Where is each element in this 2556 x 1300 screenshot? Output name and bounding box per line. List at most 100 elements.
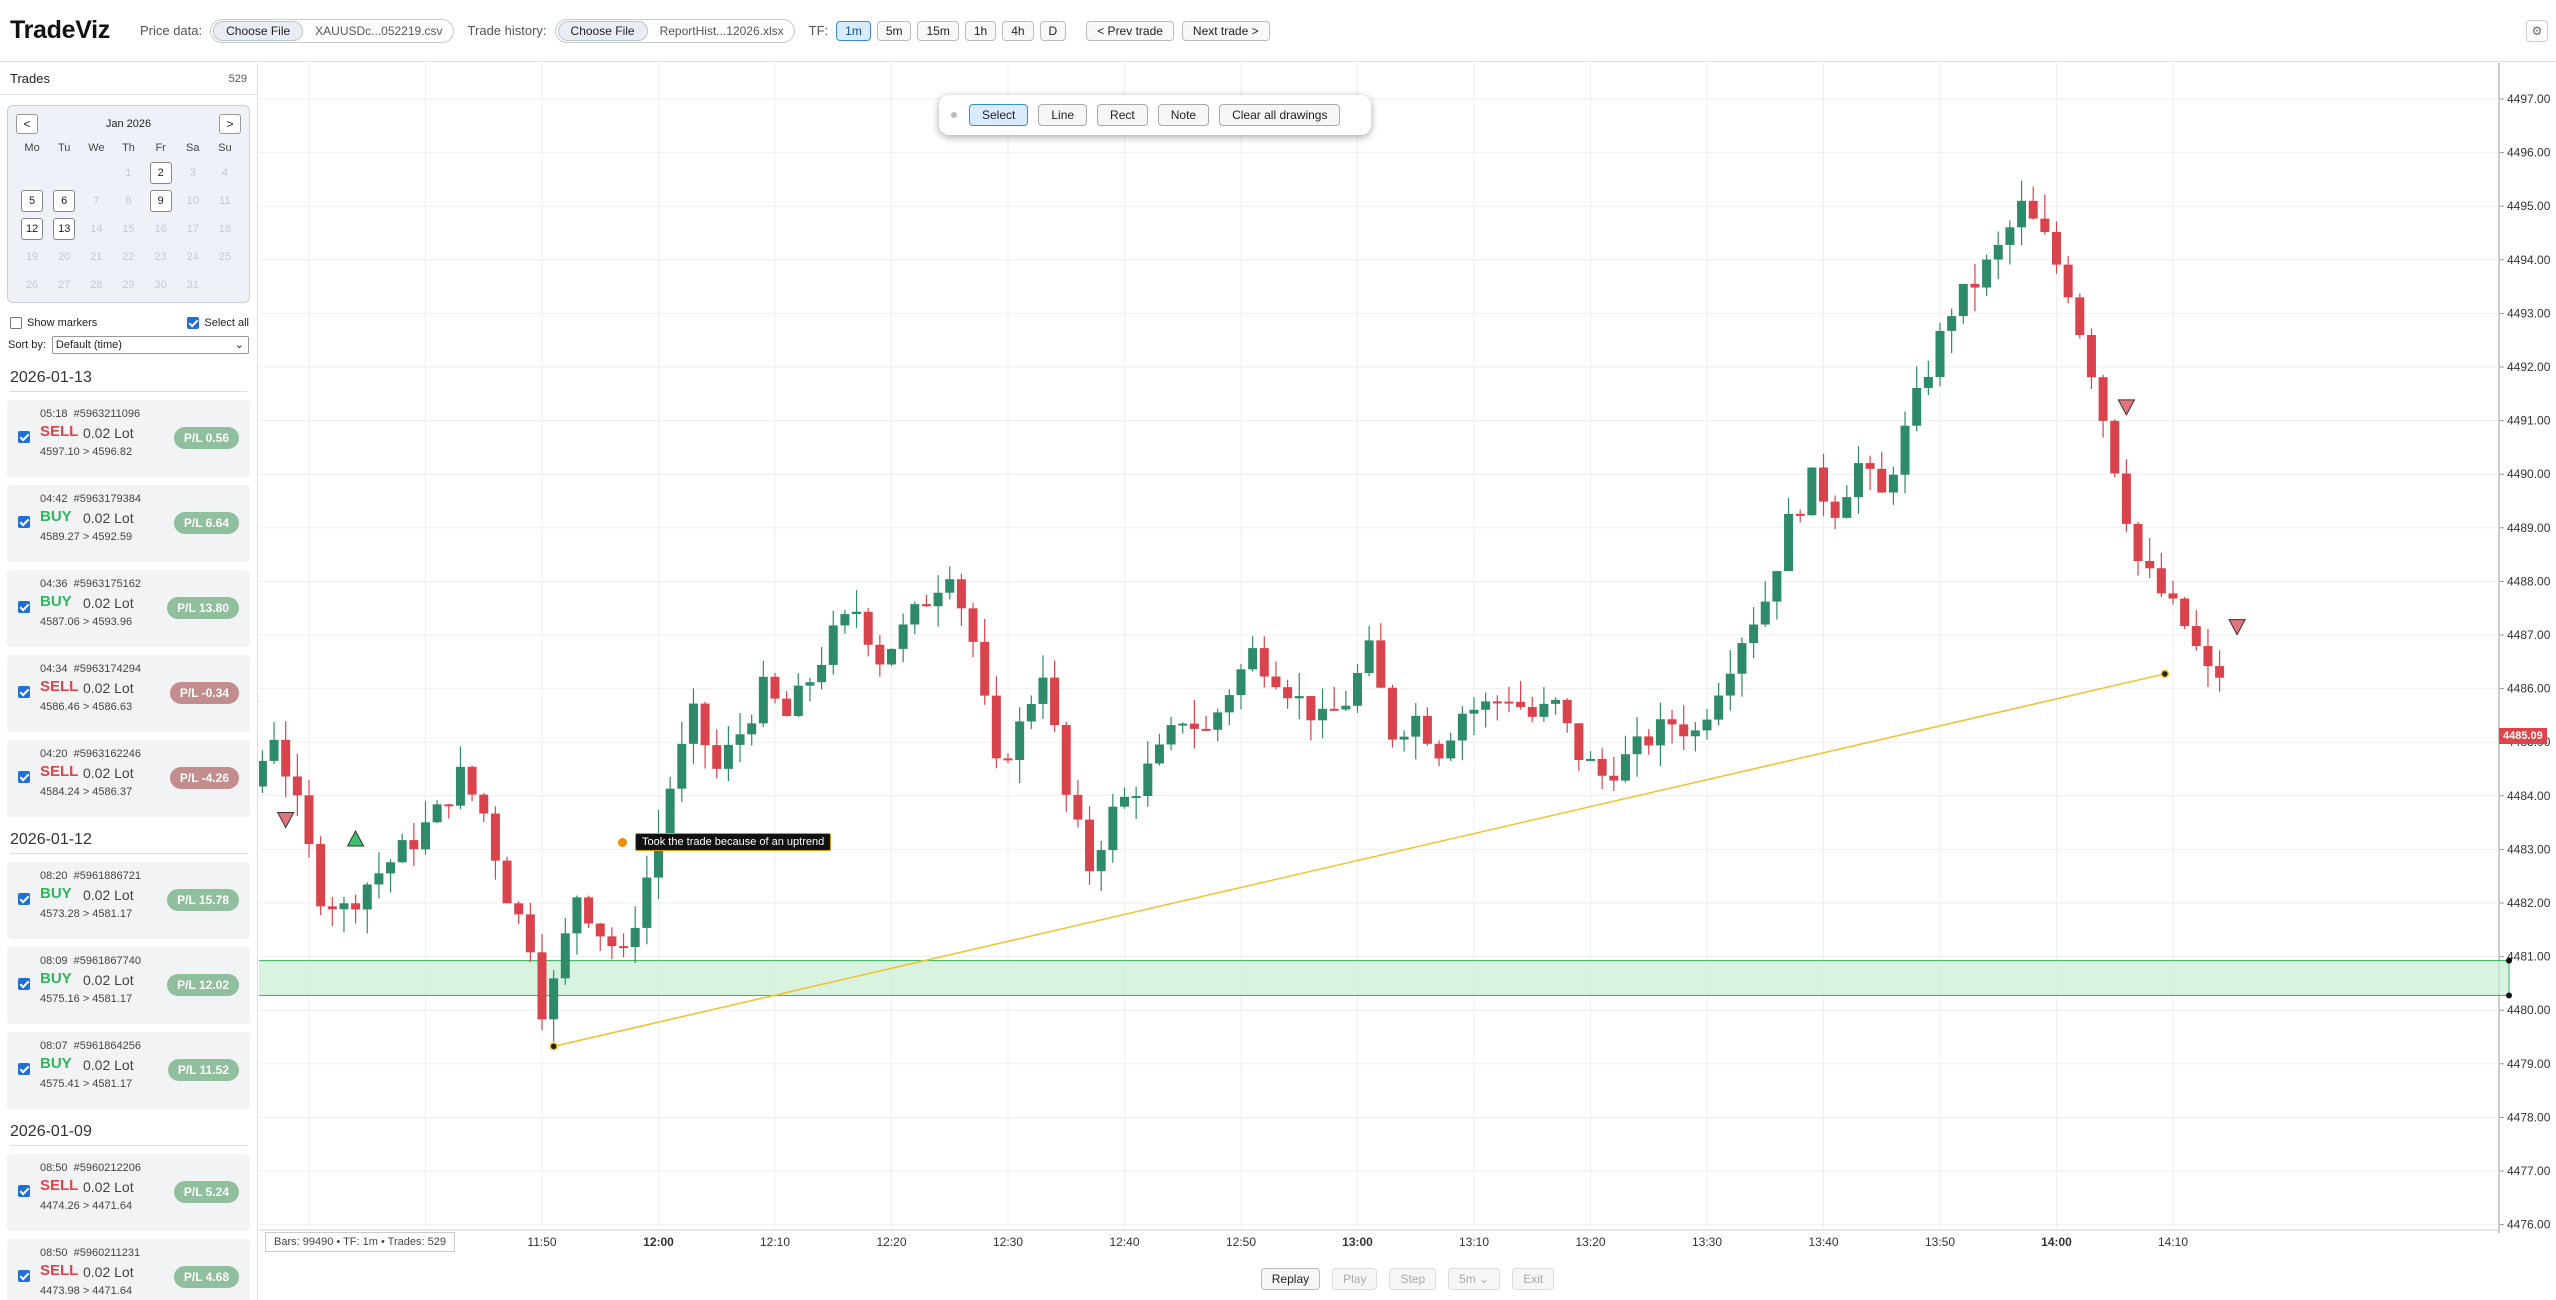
trade-card[interactable]: 08:07 #5961864256 BUY 0.02 Lot 4575.41 > 45…: [7, 1032, 250, 1109]
select-all-checkbox[interactable]: [187, 317, 200, 329]
candle-body: [1178, 723, 1188, 726]
rect-tool-button[interactable]: Rect: [1097, 104, 1148, 126]
select-all-toggle[interactable]: Select all: [187, 317, 249, 329]
trades-title: Trades: [10, 71, 50, 86]
candle-body: [991, 695, 1001, 759]
calendar-day: 17: [186, 223, 199, 235]
zone-handle: [2506, 957, 2512, 964]
calendar-day[interactable]: 5: [16, 190, 48, 212]
trade-card[interactable]: 08:50 #5960212206 SELL 0.02 Lot 4474.26 > 4…: [7, 1154, 250, 1231]
calendar-day: 11: [219, 195, 231, 207]
trade-checkbox[interactable]: [18, 771, 30, 783]
speed-select[interactable]: 5m ⌄: [1448, 1268, 1501, 1290]
next-trade-button[interactable]: Next trade >: [1181, 20, 1270, 41]
show-markers-label: Show markers: [27, 317, 98, 329]
select-tool-button[interactable]: Select: [969, 104, 1029, 126]
step-button[interactable]: Step: [1389, 1268, 1437, 1290]
show-markers-toggle[interactable]: Show markers: [10, 317, 97, 329]
trade-card[interactable]: 04:42 #5963179384 BUY 0.02 Lot 4589.27 > 45…: [7, 485, 250, 562]
y-tick-label: 4486.00: [2507, 682, 2551, 696]
prev-trade-button[interactable]: < Prev trade: [1086, 20, 1174, 41]
trade-time: 08:09: [40, 955, 68, 967]
calendar-day[interactable]: 9: [145, 190, 177, 212]
trade-time: 08:50: [40, 1162, 68, 1174]
settings-icon[interactable]: ⚙: [2526, 20, 2548, 42]
trade-checkbox[interactable]: [18, 686, 30, 698]
tf-button-15m[interactable]: 15m: [917, 20, 959, 41]
trade-lot: 0.02 Lot: [83, 680, 134, 696]
trade-card[interactable]: 08:50 #5960211231 SELL 0.02 Lot 4473.98 > 4…: [7, 1239, 250, 1300]
line-tool-button[interactable]: Line: [1038, 104, 1088, 126]
tf-button-5m[interactable]: 5m: [876, 20, 912, 41]
candle-body: [560, 933, 570, 979]
candle-body: [409, 840, 419, 850]
calendar-prev-button[interactable]: <: [16, 114, 38, 134]
note-tool-button[interactable]: Note: [1157, 104, 1210, 126]
tf-button-4h[interactable]: 4h: [1002, 20, 1034, 41]
trade-card[interactable]: 04:20 #5963162246 SELL 0.02 Lot 4584.24 > 4…: [7, 740, 250, 817]
calendar-day[interactable]: 2: [145, 162, 177, 184]
candle-body: [933, 592, 943, 607]
calendar-day[interactable]: 13: [48, 218, 80, 240]
trade-checkbox[interactable]: [18, 978, 30, 990]
sort-select[interactable]: Default (time) ⌄: [51, 336, 249, 354]
note-anchor-dot[interactable]: [618, 838, 627, 847]
clear-drawings-button[interactable]: Clear all drawings: [1219, 104, 1341, 126]
trade-card[interactable]: 08:20 #5961886721 BUY 0.02 Lot 4573.28 > 45…: [7, 862, 250, 939]
history-choose-file-button[interactable]: Choose File: [557, 20, 648, 41]
candle-body: [1725, 673, 1735, 696]
candle-body: [304, 795, 314, 845]
calendar-day[interactable]: 6: [48, 190, 80, 212]
trade-checkbox[interactable]: [18, 601, 30, 613]
trade-card[interactable]: 04:34 #5963174294 SELL 0.02 Lot 4586.46 > 4…: [7, 655, 250, 732]
candle-body: [2075, 297, 2085, 336]
chart-area[interactable]: 4476.00 4477.00 4478.00 4479.00 4480.00 4481.…: [259, 63, 2556, 1300]
calendar-grid: Mo Tu We Th Fr Sa Su 1 2 3 4 5 6 7 8 9 10 11 12 13 14 15 16 17 1…: [16, 140, 241, 296]
calendar-day: 29: [122, 279, 135, 291]
candle-body: [1108, 806, 1118, 851]
candle-body: [1399, 736, 1409, 740]
tf-button-d[interactable]: D: [1039, 20, 1067, 41]
show-markers-checkbox[interactable]: [10, 317, 22, 329]
trade-card[interactable]: 05:18 #5963211096 SELL 0.02 Lot 4597.10 > 4…: [7, 400, 250, 477]
calendar-day: 27: [58, 279, 71, 291]
price-file-input[interactable]: Choose File XAUUSDc...052219.csv: [210, 18, 454, 43]
calendar-day[interactable]: 12: [16, 218, 48, 240]
trade-meta: 08:07 #5961864256: [40, 1040, 141, 1052]
trade-checkbox[interactable]: [18, 1185, 30, 1197]
trade-checkbox[interactable]: [18, 1270, 30, 1282]
candle-body: [1422, 715, 1432, 744]
calendar-day: 23: [154, 251, 167, 263]
timeframe-buttons: 1m 5m 15m 1h 4h D: [836, 20, 1072, 41]
trade-meta: 04:20 #5963162246: [40, 748, 141, 760]
trade-pl-badge: P/L 11.52: [167, 1059, 239, 1081]
trade-card[interactable]: 04:36 #5963175162 BUY 0.02 Lot 4587.06 > 45…: [7, 570, 250, 647]
candle-body: [1842, 497, 1852, 518]
calendar-day: 8: [125, 195, 132, 207]
history-file-input[interactable]: Choose File ReportHist...12026.xlsx: [554, 18, 795, 43]
price-chart[interactable]: 4476.00 4477.00 4478.00 4479.00 4480.00 4481.…: [259, 63, 2556, 1300]
candle-body: [455, 766, 465, 806]
exit-button[interactable]: Exit: [1512, 1268, 1555, 1290]
candle-body: [758, 676, 768, 724]
replay-button[interactable]: Replay: [1260, 1268, 1321, 1290]
x-tick-label: 12:50: [1226, 1235, 1256, 1249]
chart-note[interactable]: Took the trade because of an uptrend: [635, 833, 832, 851]
drag-handle-icon[interactable]: [951, 112, 957, 118]
candle-body: [1551, 699, 1561, 704]
trade-checkbox[interactable]: [18, 1063, 30, 1075]
calendar-next-button[interactable]: >: [218, 114, 241, 134]
tf-button-1m[interactable]: 1m: [836, 20, 871, 41]
price-choose-file-button[interactable]: Choose File: [213, 20, 304, 41]
trade-card[interactable]: 08:09 #5961867740 BUY 0.02 Lot 4575.16 > 45…: [7, 947, 250, 1024]
trade-checkbox[interactable]: [18, 893, 30, 905]
candle-body: [374, 873, 384, 885]
zone-handle: [2506, 992, 2512, 999]
play-button[interactable]: Play: [1332, 1268, 1378, 1290]
trade-checkbox[interactable]: [18, 516, 30, 528]
trade-time: 05:18: [40, 408, 68, 420]
tf-button-1h[interactable]: 1h: [964, 20, 997, 41]
trade-checkbox[interactable]: [18, 431, 30, 443]
candle-body: [898, 624, 908, 649]
candle-body: [1702, 719, 1712, 731]
